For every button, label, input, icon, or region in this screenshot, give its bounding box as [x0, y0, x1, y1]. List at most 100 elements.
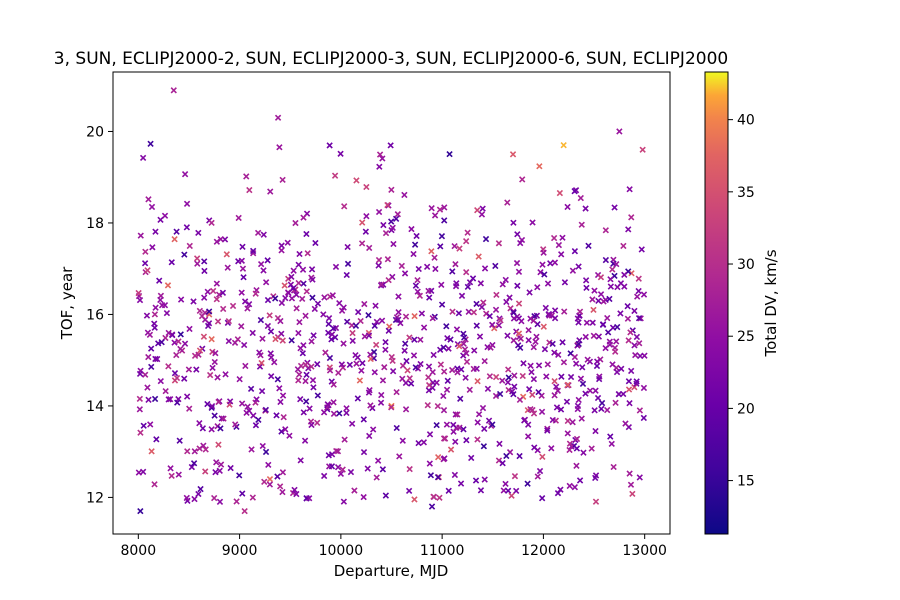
scatter-point: [365, 312, 372, 319]
scatter-point: [609, 266, 616, 273]
scatter-point: [546, 311, 553, 318]
scatter-point: [614, 323, 621, 331]
scatter-point: [481, 425, 488, 432]
scatter-point: [516, 396, 524, 403]
scatter-point: [411, 241, 419, 248]
scatter-point: [151, 481, 158, 488]
scatter-point: [549, 340, 556, 348]
scatter-point: [144, 267, 151, 274]
scatter-point: [213, 459, 220, 466]
colorbar-ticks: 15 20 25 30 35 40: [728, 113, 755, 490]
scatter-point: [411, 496, 418, 503]
scatter-point: [208, 402, 216, 410]
scatter-point: [309, 376, 317, 384]
scatter-point: [408, 225, 415, 233]
scatter-point: [264, 257, 271, 264]
scatter-point: [449, 268, 456, 275]
scatter-point: [361, 333, 368, 340]
scatter-point: [194, 260, 201, 267]
scatter-point: [521, 416, 529, 423]
scatter-point: [213, 296, 220, 303]
scatter-point: [515, 330, 523, 337]
x-tick-label: 10000: [319, 543, 364, 559]
scatter-point: [450, 421, 457, 429]
scatter-point: [599, 321, 607, 328]
scatter-point: [471, 347, 478, 354]
scatter-point: [453, 326, 461, 333]
scatter-point: [472, 477, 480, 484]
scatter-point: [276, 483, 284, 490]
scatter-point: [515, 300, 523, 307]
scatter-point: [401, 347, 408, 354]
scatter-point: [502, 276, 509, 284]
scatter-point: [639, 146, 646, 153]
scatter-point: [329, 292, 336, 299]
scatter-point: [497, 317, 504, 324]
scatter-point: [451, 471, 459, 479]
scatter-point: [193, 366, 200, 373]
scatter-point: [361, 300, 368, 308]
scatter-point: [202, 446, 209, 453]
scatter-point: [529, 219, 536, 226]
scatter-point: [177, 296, 185, 303]
scatter-point: [479, 205, 486, 212]
scatter-point: [571, 188, 578, 195]
scatter-point: [478, 211, 486, 218]
scatter-point: [591, 287, 598, 294]
scatter-point: [395, 309, 402, 316]
scatter-point: [302, 312, 309, 319]
scatter-point: [410, 352, 418, 359]
scatter-point: [532, 338, 539, 345]
scatter-point: [477, 280, 484, 287]
scatter-point: [604, 406, 611, 414]
scatter-point: [306, 405, 313, 412]
scatter-point: [258, 359, 265, 367]
scatter-point: [466, 279, 474, 286]
scatter-point: [607, 283, 615, 290]
scatter-point: [535, 362, 543, 369]
scatter-point: [440, 344, 447, 351]
scatter-point: [492, 306, 500, 313]
scatter-point: [288, 295, 296, 302]
scatter-point: [517, 239, 524, 247]
scatter-point: [579, 380, 587, 388]
scatter-point: [356, 377, 364, 384]
scatter-point: [575, 263, 582, 270]
scatter-point: [249, 247, 257, 255]
scatter-point: [247, 385, 255, 393]
scatter-point: [504, 332, 511, 339]
scatter-point: [582, 205, 589, 212]
scatter-point: [393, 424, 400, 432]
scatter-point: [573, 462, 580, 469]
scatter-point: [582, 333, 589, 341]
scatter-point: [624, 315, 632, 322]
scatter-point: [526, 385, 533, 393]
scatter-point: [337, 470, 345, 478]
scatter-point: [533, 333, 540, 340]
scatter-point: [253, 396, 260, 403]
scatter-point: [456, 245, 463, 252]
scatter-point: [537, 269, 544, 276]
colorbar: [704, 71, 729, 535]
scatter-point: [299, 295, 306, 303]
scatter-point: [137, 429, 144, 436]
scatter-point: [260, 231, 267, 238]
scatter-point: [213, 238, 221, 245]
scatter-point: [463, 437, 470, 444]
scatter-point: [461, 334, 468, 341]
colorbar-tick-label: 20: [737, 401, 755, 417]
scatter-point: [406, 334, 413, 341]
scatter-point: [330, 381, 337, 388]
scatter-point: [441, 455, 448, 462]
scatter-point: [302, 361, 309, 368]
scatter-point: [302, 377, 309, 385]
scatter-point: [560, 142, 567, 149]
scatter-point: [239, 265, 247, 272]
scatter-point: [613, 260, 620, 268]
scatter-point: [312, 239, 319, 247]
scatter-point: [598, 405, 605, 413]
scatter-point: [308, 421, 315, 429]
scatter-point: [147, 345, 155, 352]
scatter-point: [431, 212, 439, 219]
scatter-point: [137, 507, 144, 515]
